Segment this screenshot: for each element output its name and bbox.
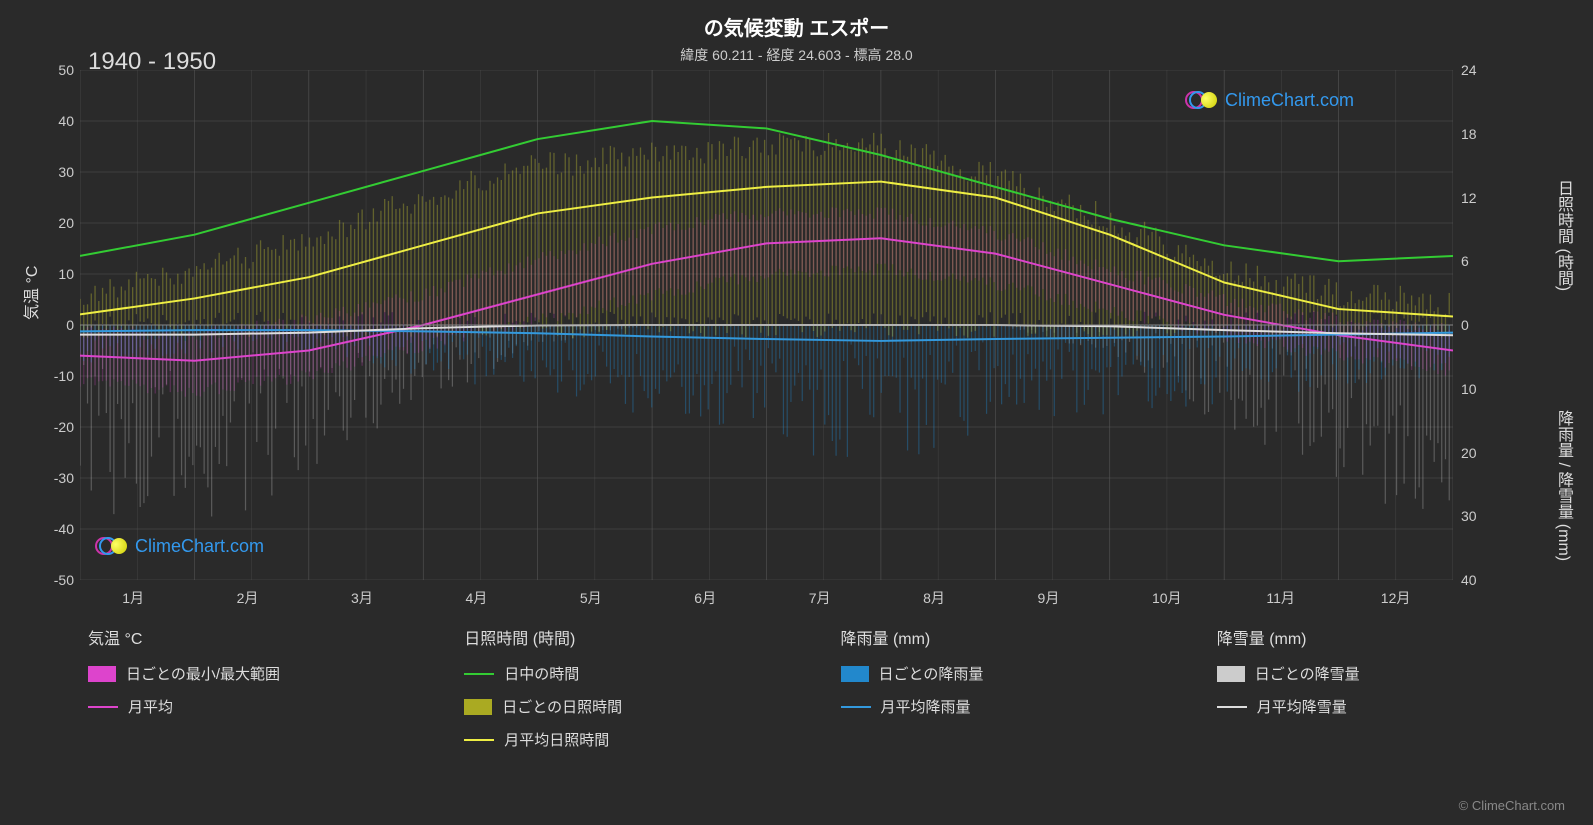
legend-label: 月平均日照時間 bbox=[504, 729, 609, 750]
legend-label: 日ごとの降雪量 bbox=[1255, 663, 1360, 684]
y-left-tick: -40 bbox=[34, 521, 74, 537]
legend-group: 降雪量 (mm) 日ごとの降雪量月平均降雪量 bbox=[1217, 625, 1553, 762]
legend-item: 日中の時間 bbox=[464, 663, 800, 684]
legend-group: 日照時間 (時間) 日中の時間日ごとの日照時間月平均日照時間 bbox=[464, 625, 800, 762]
legend-swatch bbox=[464, 673, 494, 675]
legend-label: 月平均降雪量 bbox=[1257, 696, 1347, 717]
legend-label: 日ごとの降雨量 bbox=[879, 663, 984, 684]
watermark-top: ClimeChart.com bbox=[1185, 88, 1354, 112]
y-right-tick: 40 bbox=[1461, 572, 1477, 588]
y-left-tick: -20 bbox=[34, 419, 74, 435]
y-left-tick: 20 bbox=[34, 215, 74, 231]
y-left-tick: 0 bbox=[34, 317, 74, 333]
x-tick: 12月 bbox=[1381, 588, 1411, 608]
legend-label: 月平均降雨量 bbox=[881, 696, 971, 717]
y-left-tick: -50 bbox=[34, 572, 74, 588]
y-right-tick: 6 bbox=[1461, 253, 1469, 269]
climechart-logo-icon bbox=[95, 534, 129, 558]
legend-swatch bbox=[88, 666, 116, 682]
legend-swatch bbox=[1217, 706, 1247, 708]
y-right-tick: 0 bbox=[1461, 317, 1469, 333]
x-tick: 6月 bbox=[694, 588, 716, 608]
y-left-tick: 10 bbox=[34, 266, 74, 282]
y-right-tick: 24 bbox=[1461, 62, 1477, 78]
legend-group-title: 降雪量 (mm) bbox=[1217, 625, 1553, 649]
x-tick: 11月 bbox=[1266, 588, 1295, 608]
y-right-tick: 18 bbox=[1461, 126, 1477, 142]
y-right-tick: 12 bbox=[1461, 190, 1477, 206]
x-tick: 3月 bbox=[351, 588, 373, 608]
y-left-tick: 50 bbox=[34, 62, 74, 78]
plot-area bbox=[80, 70, 1453, 580]
legend-item: 月平均日照時間 bbox=[464, 729, 800, 750]
x-tick: 5月 bbox=[580, 588, 602, 608]
watermark-text: ClimeChart.com bbox=[135, 536, 264, 557]
legend-item: 月平均 bbox=[88, 696, 424, 717]
chart-title: の気候変動 エスポー bbox=[0, 0, 1593, 41]
legend-group-title: 降雨量 (mm) bbox=[841, 625, 1177, 649]
legend: 気温 °C 日ごとの最小/最大範囲月平均 日照時間 (時間) 日中の時間日ごとの日照時… bbox=[88, 625, 1553, 762]
x-tick: 9月 bbox=[1038, 588, 1060, 608]
legend-item: 日ごとの最小/最大範囲 bbox=[88, 663, 424, 684]
legend-label: 日中の時間 bbox=[504, 663, 579, 684]
legend-group-title: 日照時間 (時間) bbox=[464, 625, 800, 649]
x-tick: 2月 bbox=[237, 588, 259, 608]
legend-swatch bbox=[464, 739, 494, 741]
legend-item: 日ごとの降雪量 bbox=[1217, 663, 1553, 684]
legend-group: 気温 °C 日ごとの最小/最大範囲月平均 bbox=[88, 625, 424, 762]
legend-item: 月平均降雪量 bbox=[1217, 696, 1553, 717]
y-right-tick: 20 bbox=[1461, 445, 1477, 461]
y-axis-right-bottom-label: 降雨量 / 降雪量 (mm) bbox=[1551, 410, 1575, 561]
watermark-text: ClimeChart.com bbox=[1225, 90, 1354, 111]
legend-label: 日ごとの日照時間 bbox=[502, 696, 622, 717]
y-left-tick: -30 bbox=[34, 470, 74, 486]
climechart-logo-icon bbox=[1185, 88, 1219, 112]
legend-label: 日ごとの最小/最大範囲 bbox=[126, 663, 280, 684]
y-left-tick: 30 bbox=[34, 164, 74, 180]
credit: © ClimeChart.com bbox=[1459, 798, 1565, 813]
climate-chart: の気候変動 エスポー 緯度 60.211 - 経度 24.603 - 標高 28… bbox=[0, 0, 1593, 825]
watermark-bottom: ClimeChart.com bbox=[95, 534, 264, 558]
y-left-tick: 40 bbox=[34, 113, 74, 129]
x-tick: 7月 bbox=[809, 588, 831, 608]
y-right-tick: 10 bbox=[1461, 381, 1477, 397]
y-axis-right-top-label: 日照時間 (時間) bbox=[1551, 180, 1575, 291]
plot-svg bbox=[80, 70, 1453, 580]
x-tick: 1月 bbox=[122, 588, 144, 608]
legend-swatch bbox=[464, 699, 492, 715]
legend-group: 降雨量 (mm) 日ごとの降雨量月平均降雨量 bbox=[841, 625, 1177, 762]
legend-swatch bbox=[841, 666, 869, 682]
legend-item: 月平均降雨量 bbox=[841, 696, 1177, 717]
chart-subtitle: 緯度 60.211 - 経度 24.603 - 標高 28.0 bbox=[0, 41, 1593, 65]
legend-label: 月平均 bbox=[128, 696, 173, 717]
legend-group-title: 気温 °C bbox=[88, 625, 424, 649]
legend-item: 日ごとの日照時間 bbox=[464, 696, 800, 717]
y-left-tick: -10 bbox=[34, 368, 74, 384]
legend-swatch bbox=[841, 706, 871, 708]
x-tick: 8月 bbox=[923, 588, 945, 608]
x-tick: 10月 bbox=[1152, 588, 1182, 608]
legend-item: 日ごとの降雨量 bbox=[841, 663, 1177, 684]
legend-swatch bbox=[88, 706, 118, 708]
y-right-tick: 30 bbox=[1461, 508, 1477, 524]
legend-swatch bbox=[1217, 666, 1245, 682]
x-tick: 4月 bbox=[465, 588, 487, 608]
